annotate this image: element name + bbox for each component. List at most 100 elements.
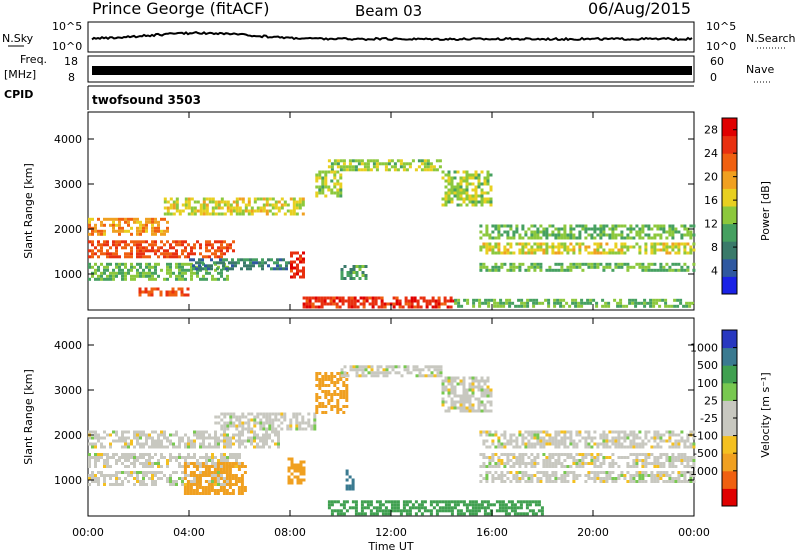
velocity-cell	[318, 372, 322, 375]
power-cell	[148, 255, 151, 259]
power-cell	[593, 227, 597, 231]
power-cell	[145, 223, 148, 227]
velocity-cell	[321, 402, 325, 405]
power-cell	[608, 262, 612, 266]
velocity-cell	[671, 453, 675, 456]
velocity-cell	[259, 424, 263, 428]
velocity-cell	[530, 459, 534, 462]
velocity-cell	[345, 487, 349, 491]
power-cell	[599, 233, 603, 237]
power-cell	[145, 229, 148, 233]
velocity-cell	[656, 480, 660, 483]
power-cell	[351, 168, 355, 172]
power-cell	[605, 265, 609, 269]
velocity-cell	[459, 400, 463, 404]
velocity-cell	[417, 506, 421, 510]
velocity-cell	[581, 462, 585, 465]
power-cell	[148, 274, 151, 278]
power-cell	[614, 233, 618, 237]
velocity-cell	[623, 477, 627, 480]
power-cell	[602, 265, 606, 269]
power-cell	[486, 173, 490, 177]
power-cell	[569, 224, 573, 228]
velocity-cell	[175, 445, 178, 449]
power-cell	[453, 188, 457, 192]
velocity-cell	[142, 442, 145, 446]
power-cell	[586, 298, 590, 302]
power-cell	[186, 287, 190, 291]
velocity-cell	[376, 365, 380, 369]
velocity-cell	[286, 424, 290, 428]
velocity-cell	[659, 433, 663, 437]
velocity-cell	[225, 483, 229, 486]
velocity-cell	[103, 477, 106, 480]
velocity-cell	[339, 509, 343, 513]
velocity-cell	[295, 418, 299, 422]
power-cell	[620, 233, 624, 237]
power-cell	[103, 217, 106, 221]
power-cell	[488, 242, 492, 246]
power-cell	[482, 245, 486, 249]
power-cell	[638, 227, 642, 231]
velocity-cell	[330, 503, 334, 507]
power-cell	[142, 249, 145, 253]
velocity-cell	[554, 453, 558, 456]
power-cell	[462, 188, 466, 192]
power-cell	[199, 203, 203, 207]
power-cell	[664, 304, 668, 308]
velocity-cell	[465, 388, 469, 392]
power-cell	[118, 226, 121, 230]
velocity-cell	[196, 433, 199, 437]
velocity-cell	[539, 445, 543, 449]
power-cell	[662, 224, 666, 228]
power-cell	[614, 242, 618, 246]
velocity-cell	[402, 506, 406, 510]
power-cell	[480, 203, 484, 207]
velocity-cell	[321, 375, 325, 378]
velocity-cell	[103, 430, 106, 434]
velocity-cell	[635, 436, 639, 440]
velocity-cell	[584, 445, 588, 449]
power-cell	[384, 162, 388, 166]
velocity-cell	[497, 462, 501, 465]
power-cell	[246, 264, 249, 268]
power-cell	[181, 203, 185, 207]
velocity-cell	[417, 503, 421, 507]
power-cell	[677, 230, 681, 234]
power-cell	[148, 262, 151, 266]
power-cell	[480, 182, 484, 186]
power-cell	[468, 197, 472, 201]
velocity-cell	[358, 365, 362, 369]
power-cell	[590, 251, 594, 255]
power-cell	[145, 271, 148, 275]
velocity-cell	[444, 376, 448, 380]
velocity-cell	[207, 465, 211, 468]
power-cell	[198, 267, 201, 271]
velocity-cell	[253, 418, 257, 422]
velocity-cell	[525, 512, 529, 516]
velocity-cell	[683, 442, 687, 446]
velocity-cell	[154, 480, 157, 483]
velocity-cell	[299, 469, 303, 473]
power-cell	[393, 168, 397, 172]
power-cell	[644, 242, 648, 246]
power-cell	[413, 305, 417, 309]
power-cell	[689, 245, 693, 249]
velocity-cell	[545, 480, 549, 483]
velocity-cell	[106, 453, 109, 456]
velocity-cell	[115, 471, 118, 474]
power-cell	[202, 274, 205, 278]
power-cell	[198, 261, 201, 265]
velocity-cell	[142, 474, 145, 477]
power-cell	[166, 252, 169, 256]
power-cell	[527, 248, 531, 252]
velocity-cell	[228, 483, 232, 486]
power-cell	[515, 242, 519, 246]
velocity-cell	[184, 433, 187, 437]
power-cell	[163, 255, 166, 259]
velocity-cell	[503, 480, 507, 483]
velocity-cell	[659, 436, 663, 440]
velocity-cell	[611, 471, 615, 474]
velocity-cell	[671, 471, 675, 474]
